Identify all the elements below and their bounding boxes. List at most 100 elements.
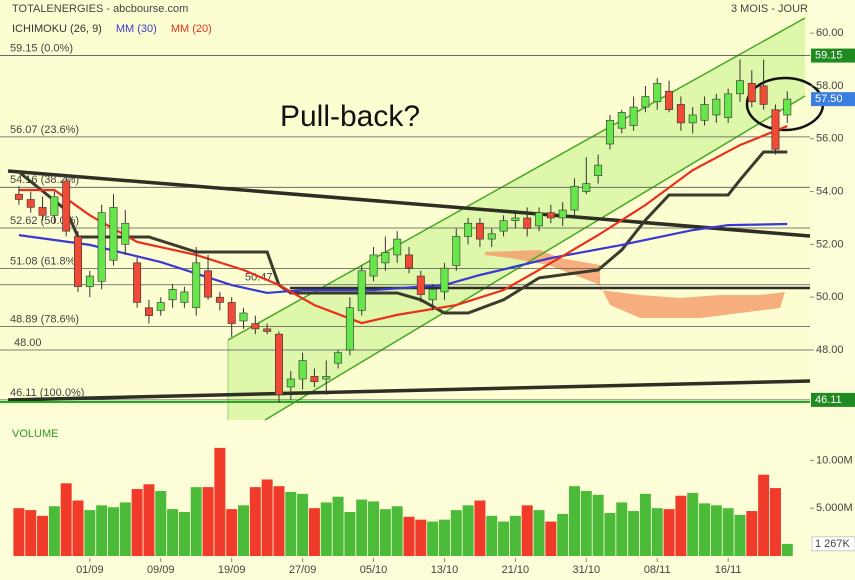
candle-body [62, 180, 71, 232]
volume-bar [462, 505, 474, 556]
candle-body [393, 238, 402, 256]
candle-body [440, 267, 449, 293]
x-tick-label: 13/10 [431, 564, 459, 576]
volume-bar [25, 510, 37, 556]
candle-body [523, 217, 532, 229]
volume-bar [438, 519, 450, 556]
volume-bar [368, 501, 380, 556]
volume-last-label: 1 267K [815, 538, 851, 550]
candle-body [487, 233, 496, 240]
volume-bar [238, 505, 250, 556]
volume-bar [84, 510, 96, 556]
chart-title: TOTALENERGIES - abcbourse.com [12, 3, 188, 15]
indicator-line [17, 150, 788, 315]
volume-bar [474, 500, 486, 556]
volume-bar [592, 494, 604, 556]
volume-bar [273, 486, 285, 556]
volume-bar [675, 495, 687, 556]
price-badge-label: 46.11 [815, 394, 842, 406]
volume-bar [202, 487, 214, 556]
candle-body [263, 328, 272, 332]
candle-body [747, 82, 756, 103]
candle-body [688, 114, 697, 124]
volume-bar [320, 502, 332, 556]
volume-bar [663, 509, 675, 556]
volume-bar [72, 500, 84, 556]
level-label: 48.89 (78.6%) [10, 313, 79, 325]
candle-body [50, 196, 59, 216]
annotation: Pull-back? [280, 100, 420, 133]
candle-body [334, 352, 343, 364]
volume-bar [332, 496, 344, 556]
volume-bar [699, 503, 711, 556]
volume-bar [545, 521, 557, 556]
volume-bar [214, 447, 226, 556]
volume-bar [119, 502, 131, 556]
candle-body [712, 98, 721, 116]
y-tick-label: 52.00 [816, 238, 844, 250]
candle-body [168, 288, 177, 301]
price-panel [0, 0, 810, 410]
candle-body [629, 106, 638, 126]
legend-entry: MM (20) [171, 23, 212, 35]
volume-bar [450, 510, 462, 556]
volume-bar [143, 484, 155, 556]
candle-body [204, 270, 213, 298]
volume-bar [639, 493, 651, 556]
volume-bar [604, 512, 616, 556]
volume-bar [415, 519, 427, 556]
volume-bar [344, 512, 356, 556]
candle-body [310, 376, 319, 382]
candle-body [736, 80, 744, 95]
candle-body [251, 323, 260, 330]
channel-line [264, 95, 806, 421]
level-label: 59.15 (0.0%) [10, 42, 73, 54]
candle-body [121, 222, 130, 245]
candle-body [109, 207, 118, 261]
volume-bar [628, 511, 640, 556]
candle-body [298, 360, 307, 380]
volume-bar [580, 490, 592, 556]
price-badge-label: 57.50 [815, 93, 843, 105]
volume-bar [533, 510, 545, 556]
volume-bar [521, 505, 533, 556]
candle-body [452, 236, 461, 266]
volume-bar [13, 508, 25, 556]
volume-bar [249, 487, 261, 556]
volume-bar [190, 487, 202, 556]
volume-bar [297, 493, 309, 556]
x-tick-label: 19/09 [218, 564, 246, 576]
volume-bar [379, 509, 391, 556]
candle-body [771, 109, 780, 150]
volume-bar [403, 516, 415, 556]
candle-body [74, 236, 82, 287]
candle-body [180, 291, 189, 303]
candle-body [783, 98, 792, 116]
volume-bar [568, 486, 580, 556]
volume-bar [96, 505, 108, 556]
volume-tick-label: 5.000M [816, 502, 853, 514]
volume-bar [37, 515, 49, 556]
volume-bar [486, 515, 498, 556]
volume-bar [498, 521, 510, 556]
candle-body [405, 254, 413, 269]
volume-bar [261, 479, 273, 556]
candle-body [653, 82, 662, 103]
candle-body [570, 185, 579, 211]
candle-body [511, 217, 520, 221]
candle-body [144, 307, 153, 316]
y-tick-label: 60.00 [816, 27, 844, 39]
candle-body [38, 207, 47, 216]
x-tick-label: 27/09 [289, 564, 317, 576]
x-tick-label: 31/10 [573, 564, 601, 576]
volume-bar [769, 488, 781, 556]
volume-bar [651, 508, 663, 556]
candle-body [156, 302, 165, 311]
price-badge [811, 92, 855, 107]
candle-body [14, 193, 23, 200]
candle-body [499, 220, 508, 232]
candle-body [605, 119, 614, 145]
y-tick-label: 58.00 [816, 80, 844, 92]
candle-body [724, 93, 733, 118]
